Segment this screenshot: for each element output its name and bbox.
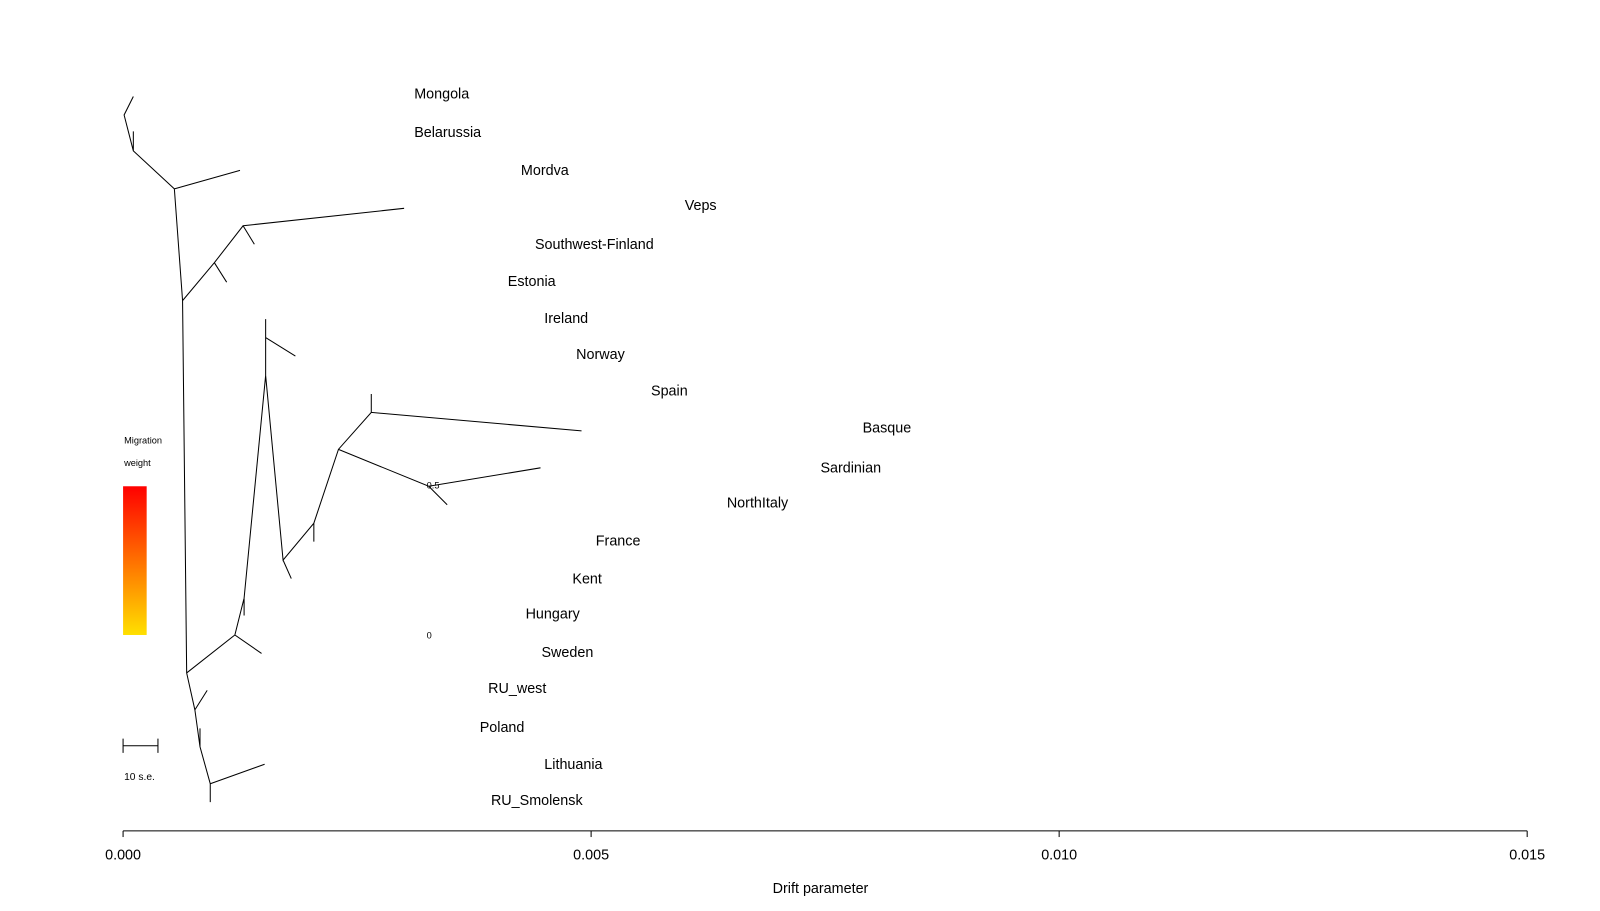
leaf-label: Sardinian (820, 461, 881, 477)
legend-title: Migration (124, 436, 162, 446)
leaf-label: Sweden (541, 645, 593, 661)
leaf-label: Estonia (508, 274, 556, 290)
leaf-label: Southwest-Finland (535, 237, 654, 253)
x-axis-label: Drift parameter (773, 881, 869, 897)
leaf-label: Ireland (544, 311, 588, 327)
leaf-label: France (596, 533, 641, 549)
leaf-label: NorthItaly (727, 496, 789, 512)
leaf-label: Basque (863, 421, 912, 437)
leaf-label: Mongola (414, 86, 469, 102)
leaf-label: RU_Smolensk (491, 793, 584, 809)
legend-min: 0 (427, 630, 432, 640)
x-tick-label: 0.010 (1041, 847, 1077, 863)
leaf-label: Veps (685, 198, 717, 214)
leaf-label: Poland (480, 720, 525, 736)
scale-bar-label: 10 s.e. (124, 772, 155, 783)
leaf-label: Norway (576, 347, 625, 363)
leaf-label: Spain (651, 384, 688, 400)
tree-branches (123, 96, 582, 803)
leaf-label: RU_west (488, 681, 546, 697)
scale-bar (122, 738, 159, 753)
legend-max: 0.5 (427, 481, 440, 491)
leaf-label: Belarussia (414, 125, 481, 141)
legend-title: weight (123, 458, 151, 468)
x-tick-label: 0.015 (1509, 847, 1545, 863)
x-tick-label: 0.000 (105, 847, 141, 863)
leaf-label: Mordva (521, 163, 569, 179)
leaf-label: Hungary (526, 606, 581, 622)
x-tick-label: 0.005 (573, 847, 609, 863)
tree (123, 96, 582, 803)
legend-gradient (123, 486, 147, 635)
leaf-label: Lithuania (544, 757, 602, 773)
leaf-label: Kent (572, 571, 602, 587)
